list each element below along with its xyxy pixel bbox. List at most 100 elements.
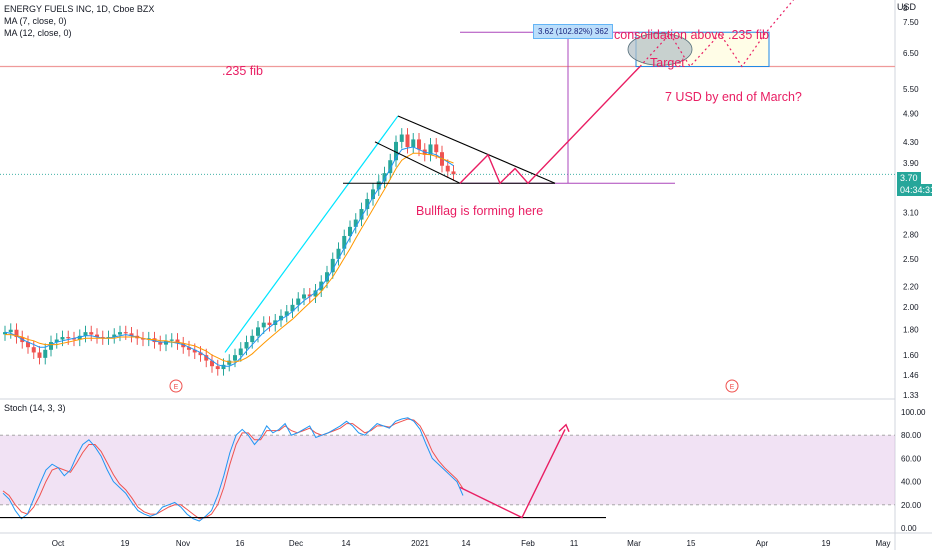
earnings-marker-label: E [174, 384, 179, 391]
price-tick-label: 5.50 [903, 85, 919, 94]
candle-body [261, 322, 266, 328]
time-tick-label: Oct [52, 539, 65, 548]
candle-body [100, 337, 105, 339]
candle-body [146, 338, 151, 340]
time-tick-label: 14 [462, 539, 471, 548]
candle-body [77, 335, 82, 340]
candle-body [118, 332, 122, 335]
candle-body [399, 134, 404, 142]
candle-body [204, 355, 209, 361]
candle-body [313, 290, 318, 297]
time-tick-label: Nov [176, 539, 190, 548]
price-tick-label: 2.80 [903, 230, 919, 239]
projection-dotted [639, 0, 795, 68]
candle-body [8, 329, 13, 333]
time-tick-label: Mar [627, 539, 641, 548]
candle-body [411, 139, 416, 147]
time-tick-label: May [875, 539, 890, 548]
candle-body [3, 332, 7, 335]
candle-body [129, 333, 134, 336]
candle-body [89, 332, 94, 335]
candle-body [428, 144, 433, 155]
price-tick-label: 2.20 [903, 282, 919, 291]
bullflag-label: Bullflag is forming here [416, 204, 544, 218]
candle-body [330, 258, 335, 273]
stoch-title: Stoch (14, 3, 3) [4, 403, 66, 413]
stoch-k-line [2, 417, 464, 522]
candle-body [451, 171, 456, 175]
candle-body [158, 342, 163, 345]
candle-body [434, 144, 439, 153]
candle-body [371, 189, 375, 199]
time-tick-label: 11 [570, 539, 579, 548]
candle-body [141, 338, 145, 340]
time-tick-label: Feb [521, 539, 535, 548]
earnings-marker [725, 379, 739, 393]
candle-body [342, 235, 347, 249]
candle-body [112, 334, 117, 338]
candle-body [123, 332, 128, 334]
earnings-marker-label: E [730, 384, 735, 391]
countdown-badge: 04:34:31 [897, 184, 932, 196]
stoch-layer [0, 417, 606, 522]
candle-body [417, 139, 421, 150]
candle-body [233, 355, 237, 361]
stoch-tick-label: 60.00 [901, 454, 922, 463]
ma-slow-line [5, 152, 454, 363]
candle-body [307, 294, 312, 297]
candle-body [198, 352, 203, 356]
candle-body [95, 334, 99, 338]
candle-body [394, 141, 398, 161]
price-tick-label: 2.50 [903, 255, 919, 264]
price-tick-label: 8 [903, 4, 908, 13]
candle-body [284, 311, 289, 316]
price-tick-label: 1.60 [903, 351, 919, 360]
candle-body [290, 304, 295, 312]
time-tick-label: 19 [121, 539, 130, 548]
candle-body [365, 198, 370, 210]
projection-path [459, 65, 641, 185]
candle-body [37, 352, 42, 358]
axes-layer: 87.506.505.504.904.303.903.503.102.802.5… [52, 4, 926, 548]
symbol-title: ENERGY FUELS INC, 1D, Cboe BZX [4, 4, 155, 14]
candle-body [72, 338, 76, 340]
stoch-tick-label: 40.00 [901, 478, 922, 487]
candle-body [49, 342, 53, 350]
candle-body [14, 329, 19, 338]
candle-body [250, 335, 255, 343]
candle-body [54, 339, 59, 343]
time-tick-label: Apr [756, 539, 769, 548]
candle-body [336, 248, 341, 259]
stoch-tick-label: 20.00 [901, 501, 922, 510]
price-tick-label: 1.80 [903, 326, 919, 335]
stoch-tick-label: 100.00 [901, 408, 926, 417]
ma-fast-legend: MA (7, close, 0) [4, 16, 67, 26]
candle-body [215, 366, 220, 370]
candle-body [181, 343, 186, 348]
stoch-tick-label: 80.00 [901, 431, 922, 440]
currency-label: USD [897, 2, 917, 12]
candle-body [296, 298, 301, 305]
time-tick-label: Dec [289, 539, 303, 548]
candle-body [192, 349, 197, 353]
candle-body [210, 360, 214, 367]
price-tick-label: 6.50 [903, 49, 919, 58]
price-tick-label: 1.33 [903, 391, 919, 400]
price-tick-label: 1.46 [903, 371, 919, 380]
time-tick-label: 14 [342, 539, 351, 548]
candle-body [227, 360, 232, 365]
channel-line [224, 115, 399, 353]
candle-body [359, 209, 364, 220]
price-tick-label: 3.90 [903, 159, 919, 168]
price-tick-label: 7.50 [903, 18, 919, 27]
earnings-marker [169, 379, 183, 393]
consolidation-label: consolidation above .235 fib [614, 28, 769, 42]
fib-label: .235 fib [222, 64, 264, 78]
price-tick-label: 3.10 [903, 208, 919, 217]
flag-top [397, 115, 556, 184]
candle-body [238, 348, 243, 356]
candle-body [244, 342, 249, 349]
